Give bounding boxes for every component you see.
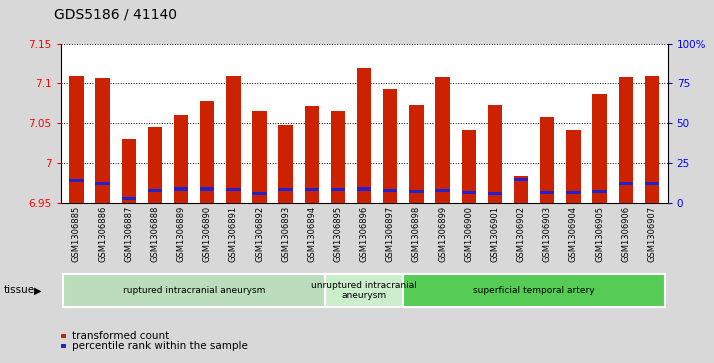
Bar (96, 182, 110, 185)
Bar (357, 187, 371, 191)
Bar (121, 139, 136, 203)
Bar (331, 111, 345, 203)
Text: tissue: tissue (4, 285, 35, 295)
Bar (383, 89, 398, 203)
Text: ruptured intracranial aneurysm: ruptured intracranial aneurysm (123, 286, 266, 295)
Bar (618, 77, 633, 203)
Bar (174, 187, 188, 191)
Bar (566, 130, 580, 203)
FancyBboxPatch shape (325, 274, 403, 307)
Bar (593, 190, 607, 193)
Bar (278, 188, 293, 191)
Bar (436, 77, 450, 203)
Bar (200, 101, 214, 203)
Bar (488, 192, 502, 195)
Bar (593, 94, 607, 203)
Bar (69, 76, 84, 203)
Text: percentile rank within the sample: percentile rank within the sample (72, 341, 248, 351)
Bar (566, 191, 580, 195)
Bar (540, 117, 555, 203)
Bar (645, 182, 659, 185)
Text: superficial temporal artery: superficial temporal artery (473, 286, 595, 295)
Bar (357, 68, 371, 203)
Bar (514, 178, 528, 181)
Bar (488, 105, 502, 203)
Bar (226, 76, 241, 203)
FancyBboxPatch shape (64, 274, 325, 307)
Bar (174, 115, 188, 203)
Bar (409, 105, 423, 203)
FancyBboxPatch shape (403, 274, 665, 307)
Bar (69, 179, 84, 182)
Bar (618, 182, 633, 185)
Text: transformed count: transformed count (72, 331, 169, 341)
Bar (645, 76, 659, 203)
Bar (226, 188, 241, 191)
Bar (461, 191, 476, 195)
Bar (96, 78, 110, 203)
Text: ▶: ▶ (34, 285, 42, 295)
Bar (252, 192, 267, 195)
Bar (148, 127, 162, 203)
Bar (278, 125, 293, 203)
Bar (436, 189, 450, 192)
Bar (331, 188, 345, 191)
Text: GDS5186 / 41140: GDS5186 / 41140 (54, 8, 176, 22)
Bar (514, 176, 528, 203)
Bar (461, 130, 476, 203)
Bar (383, 189, 398, 192)
Bar (252, 111, 267, 203)
Bar (305, 106, 319, 203)
Bar (200, 187, 214, 191)
Text: unruptured intracranial
aneurysm: unruptured intracranial aneurysm (311, 281, 417, 300)
Bar (409, 190, 423, 193)
Bar (540, 191, 555, 195)
Bar (305, 188, 319, 191)
Bar (121, 197, 136, 200)
Bar (148, 189, 162, 192)
